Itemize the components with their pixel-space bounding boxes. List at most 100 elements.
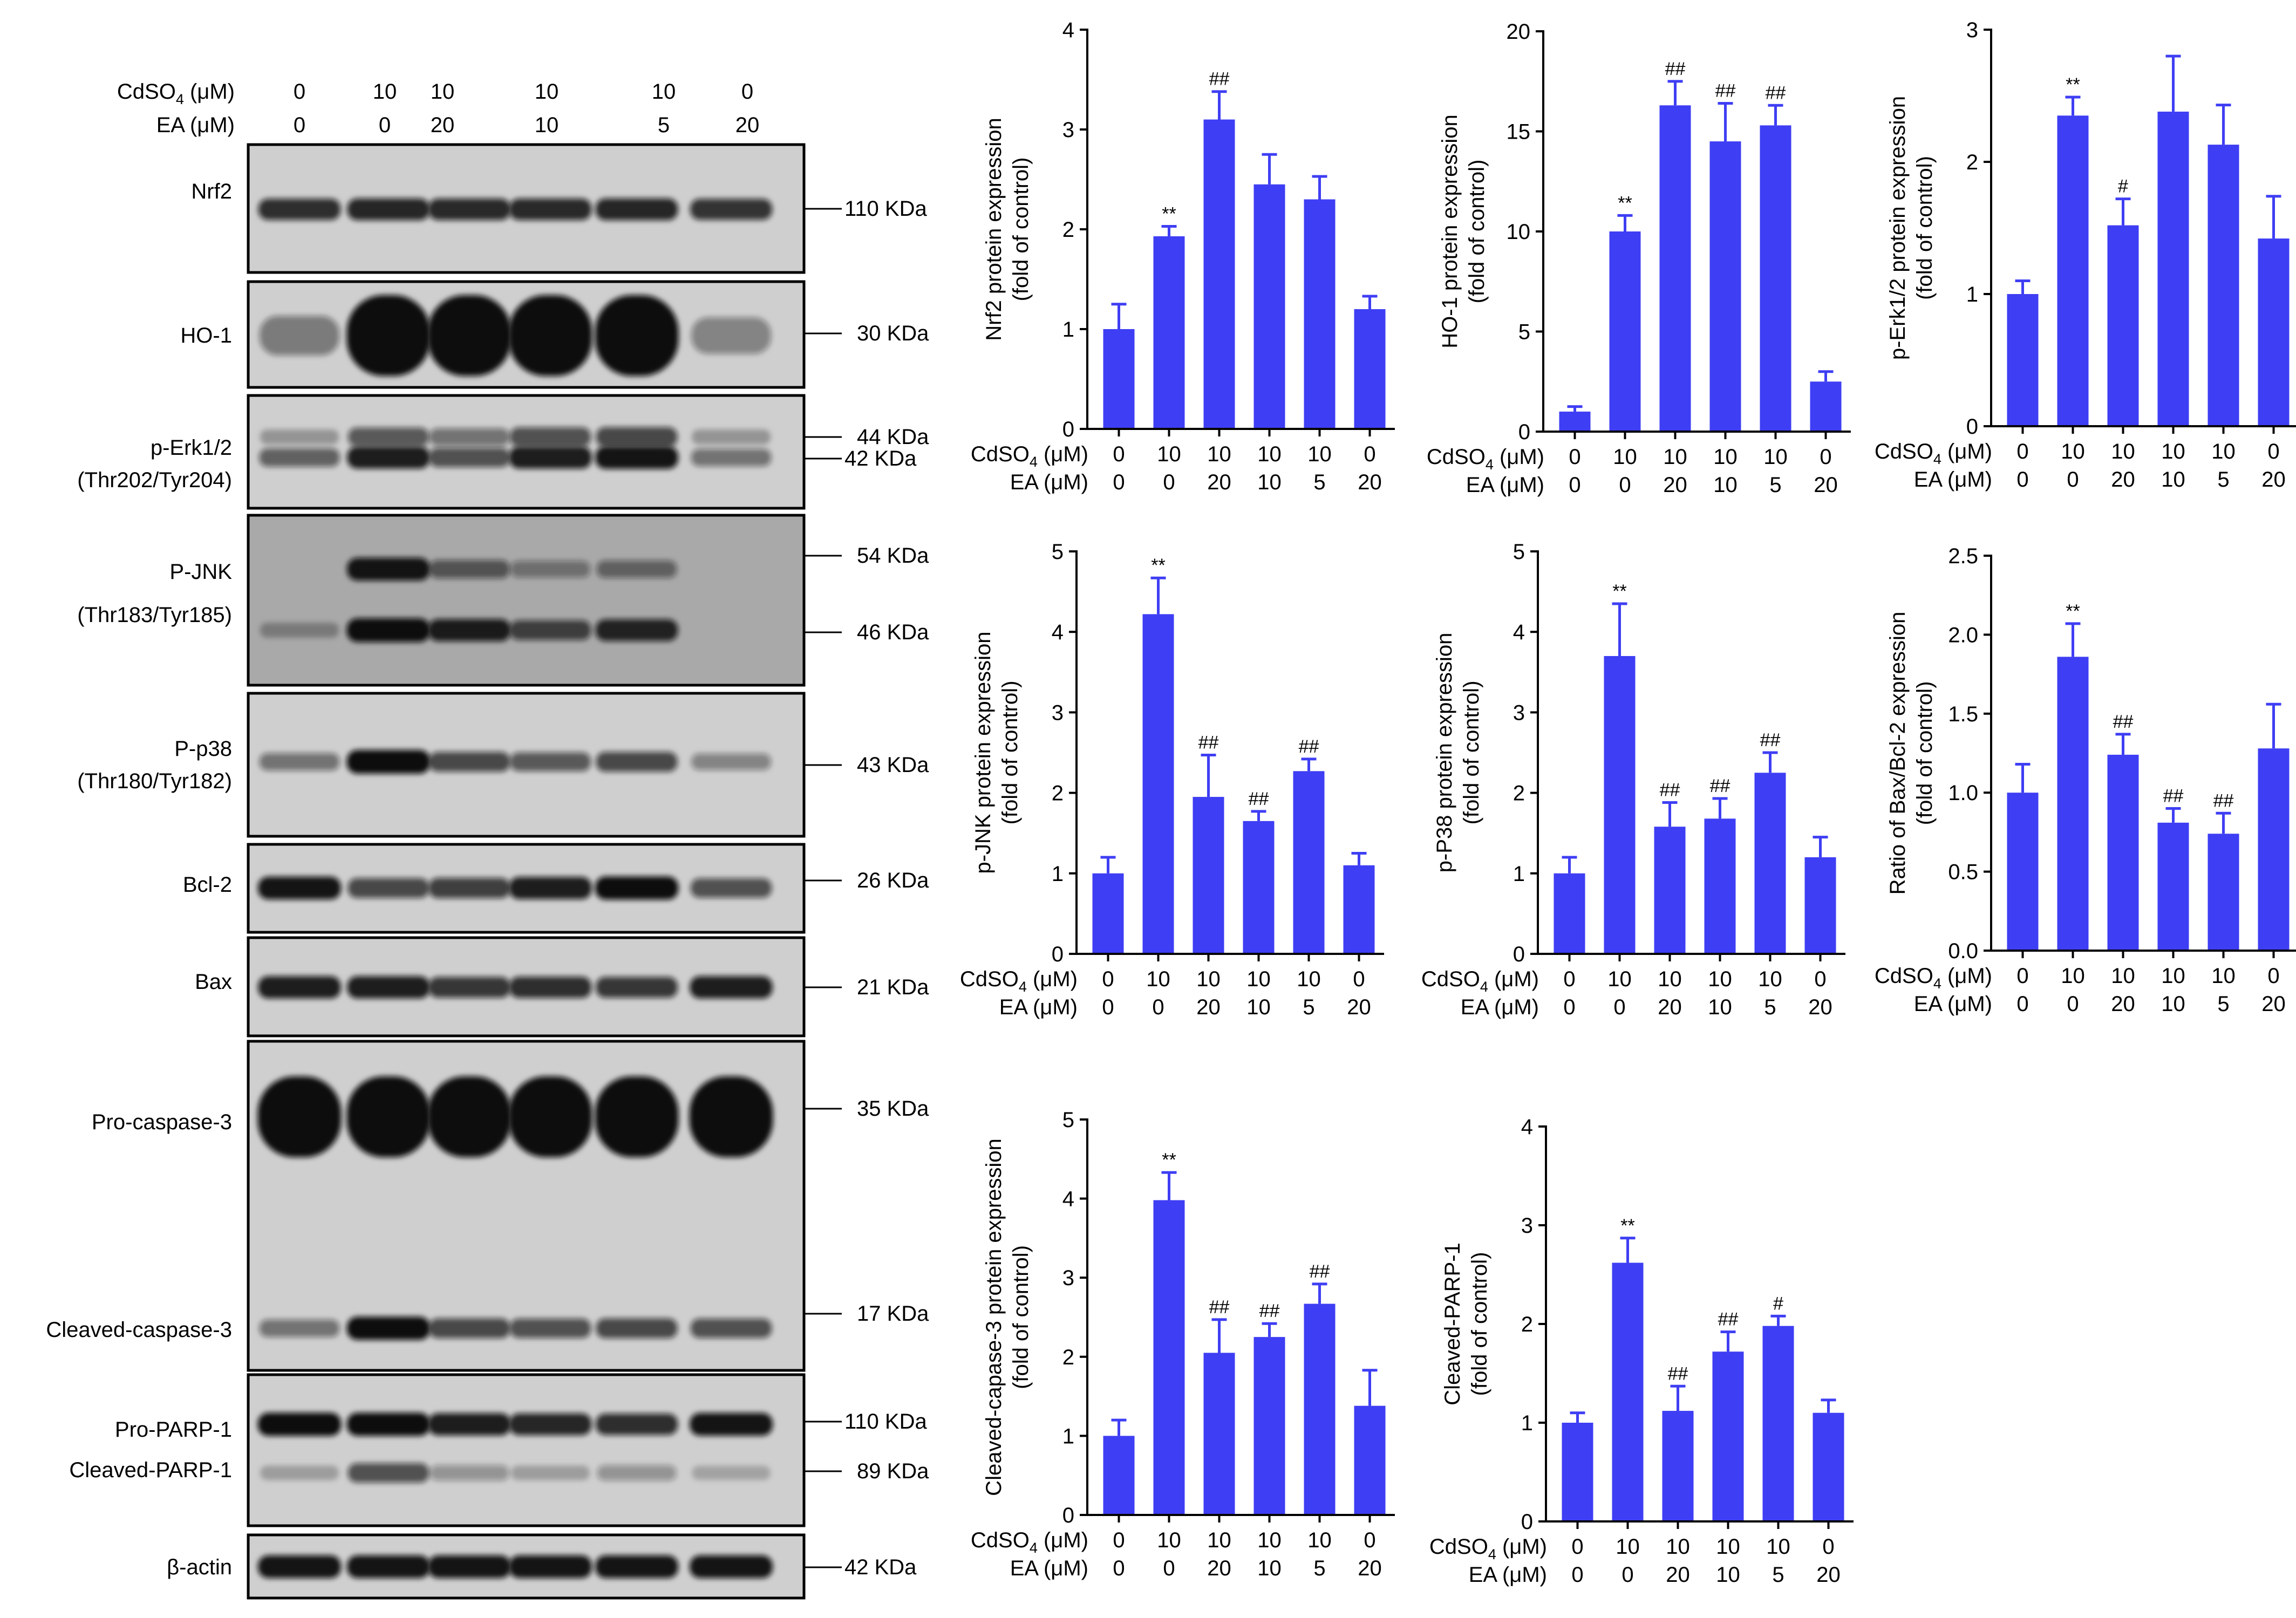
blot-band (429, 428, 510, 446)
x-ea-label: EA (μM) (1461, 995, 1539, 1019)
blot-band (347, 976, 430, 999)
x-cdso4-label: CdSO4 (μM) (1875, 964, 1992, 992)
x-cdso4-value: 10 (1297, 967, 1321, 991)
significance-marker: ** (1618, 193, 1632, 213)
y-tick-label: 3 (1513, 701, 1525, 725)
blot-band (428, 619, 511, 641)
significance-marker: ## (1766, 83, 1786, 103)
blot-band (690, 1412, 773, 1436)
bar (1293, 771, 1325, 954)
y-tick-label: 5 (1062, 1108, 1074, 1132)
blot-band (510, 752, 591, 772)
blot-band (428, 878, 510, 898)
blot-band (595, 876, 679, 900)
significance-marker: ## (1668, 1363, 1688, 1384)
x-cdso4-value: 10 (1207, 442, 1231, 466)
x-cdso4-value: 0 (2016, 964, 2028, 988)
blot-band (259, 448, 340, 467)
x-ea-value: 0 (1163, 1556, 1175, 1580)
x-cdso4-label-part: 4 (1030, 1540, 1038, 1556)
y-tick-label: 1 (1966, 283, 1978, 306)
molecular-weight-marker: 17 KDa (857, 1302, 929, 1326)
bar-chart: ** ## ## ## 0 1 2 3 4 5 p-JNK protein expression (f… (960, 540, 1384, 1019)
bar (1709, 141, 1741, 432)
x-ea-value: 0 (1571, 1563, 1583, 1587)
x-cdso4-label-part: CdSO (971, 1528, 1030, 1552)
bar (1153, 1200, 1185, 1515)
bar (1760, 125, 1791, 432)
significance-marker: ## (1718, 1309, 1739, 1330)
x-ea-label: EA (μM) (999, 995, 1078, 1019)
bar (1712, 1351, 1744, 1521)
x-cdso4-value: 10 (1157, 1528, 1181, 1552)
blot-row-label: P-JNK (169, 560, 232, 584)
significance-marker: ## (2213, 790, 2234, 811)
blot-band (428, 1318, 510, 1339)
significance-marker: # (2118, 176, 2128, 197)
y-tick-label: 1 (1052, 862, 1064, 886)
y-tick-label: 0 (1062, 1504, 1074, 1527)
blot-band (428, 448, 510, 467)
y-tick-label: 1 (1521, 1411, 1533, 1435)
blot-panel: Pro-caspase-3 Cleaved-caspase-3 35 KDa 17 K… (46, 1040, 929, 1372)
bar (1609, 231, 1641, 432)
x-cdso4-value: 0 (1571, 1535, 1583, 1559)
x-ea-value: 5 (1313, 470, 1325, 494)
x-cdso4-value: 10 (1246, 967, 1271, 991)
x-cdso4-value: 10 (1616, 1535, 1640, 1559)
molecular-weight-marker: 30 KDa (857, 322, 929, 345)
x-cdso4-label: CdSO4 (μM) (1875, 440, 1992, 467)
bar (1704, 818, 1736, 954)
significance-marker: ** (1151, 555, 1165, 576)
y-tick-label: 15 (1507, 120, 1531, 144)
blot-membrane (247, 1373, 806, 1527)
bar (1554, 873, 1585, 954)
y-tick-label: 0 (1062, 418, 1074, 441)
x-cdso4-value: 10 (1607, 967, 1632, 991)
bar (1559, 411, 1591, 432)
blot-band (259, 753, 340, 771)
blot-row-label: Bcl-2 (183, 873, 232, 897)
x-ea-value: 0 (2016, 992, 2028, 1016)
blot-band (596, 560, 677, 578)
x-cdso4-value: 10 (1713, 445, 1738, 469)
bar (1762, 1326, 1794, 1521)
ea-lane-value: 20 (735, 113, 760, 137)
blot-band (595, 619, 678, 641)
blot-band (509, 446, 592, 469)
x-ea-value: 20 (2111, 468, 2135, 491)
cdso4-lane-value: 10 (431, 80, 455, 104)
blot-row-label: Nrf2 (191, 180, 232, 203)
x-cdso4-label-part: 4 (1488, 1546, 1496, 1562)
y-tick-label: 2 (1521, 1313, 1533, 1336)
y-axis-label: HO-1 protein expression (1438, 114, 1462, 349)
blot-band (595, 295, 679, 376)
y-tick-label: 4 (1062, 1187, 1074, 1211)
bar (2258, 748, 2290, 951)
y-axis-label: (fold of control) (998, 681, 1022, 825)
blot-band (346, 295, 431, 376)
blot-band (428, 977, 510, 998)
blot-band (690, 976, 773, 999)
blot-band (509, 427, 591, 447)
y-tick-label: 1 (1062, 318, 1074, 342)
x-cdso4-label-part: CdSO (971, 442, 1030, 466)
bar (1612, 1262, 1644, 1521)
bar-chart: ** ## 0 1 2 3 4 Nrf2 protein expression (fold of… (971, 18, 1395, 494)
y-axis-label: Cleaved-capase-3 protein expression (982, 1138, 1006, 1496)
y-axis-label: Nrf2 protein expression (982, 118, 1006, 341)
blot-panel: Pro-PARP-1 Cleaved-PARP-1 110 KDa 89 KDa (69, 1373, 929, 1527)
significance-marker: ## (2163, 786, 2184, 806)
significance-marker: ## (1198, 732, 1219, 753)
blot-band (690, 1555, 773, 1579)
x-cdso4-value: 10 (2161, 964, 2185, 988)
blot-band (348, 1463, 430, 1483)
blot-band (257, 1412, 342, 1436)
x-ea-value: 0 (1113, 1556, 1125, 1580)
molecular-weight-marker: 46 KDa (857, 620, 929, 644)
x-ea-value: 20 (1658, 995, 1682, 1019)
y-axis-label: (fold of control) (1009, 158, 1033, 302)
ea-lane-value: 5 (658, 113, 670, 137)
x-cdso4-value: 10 (1157, 442, 1181, 466)
